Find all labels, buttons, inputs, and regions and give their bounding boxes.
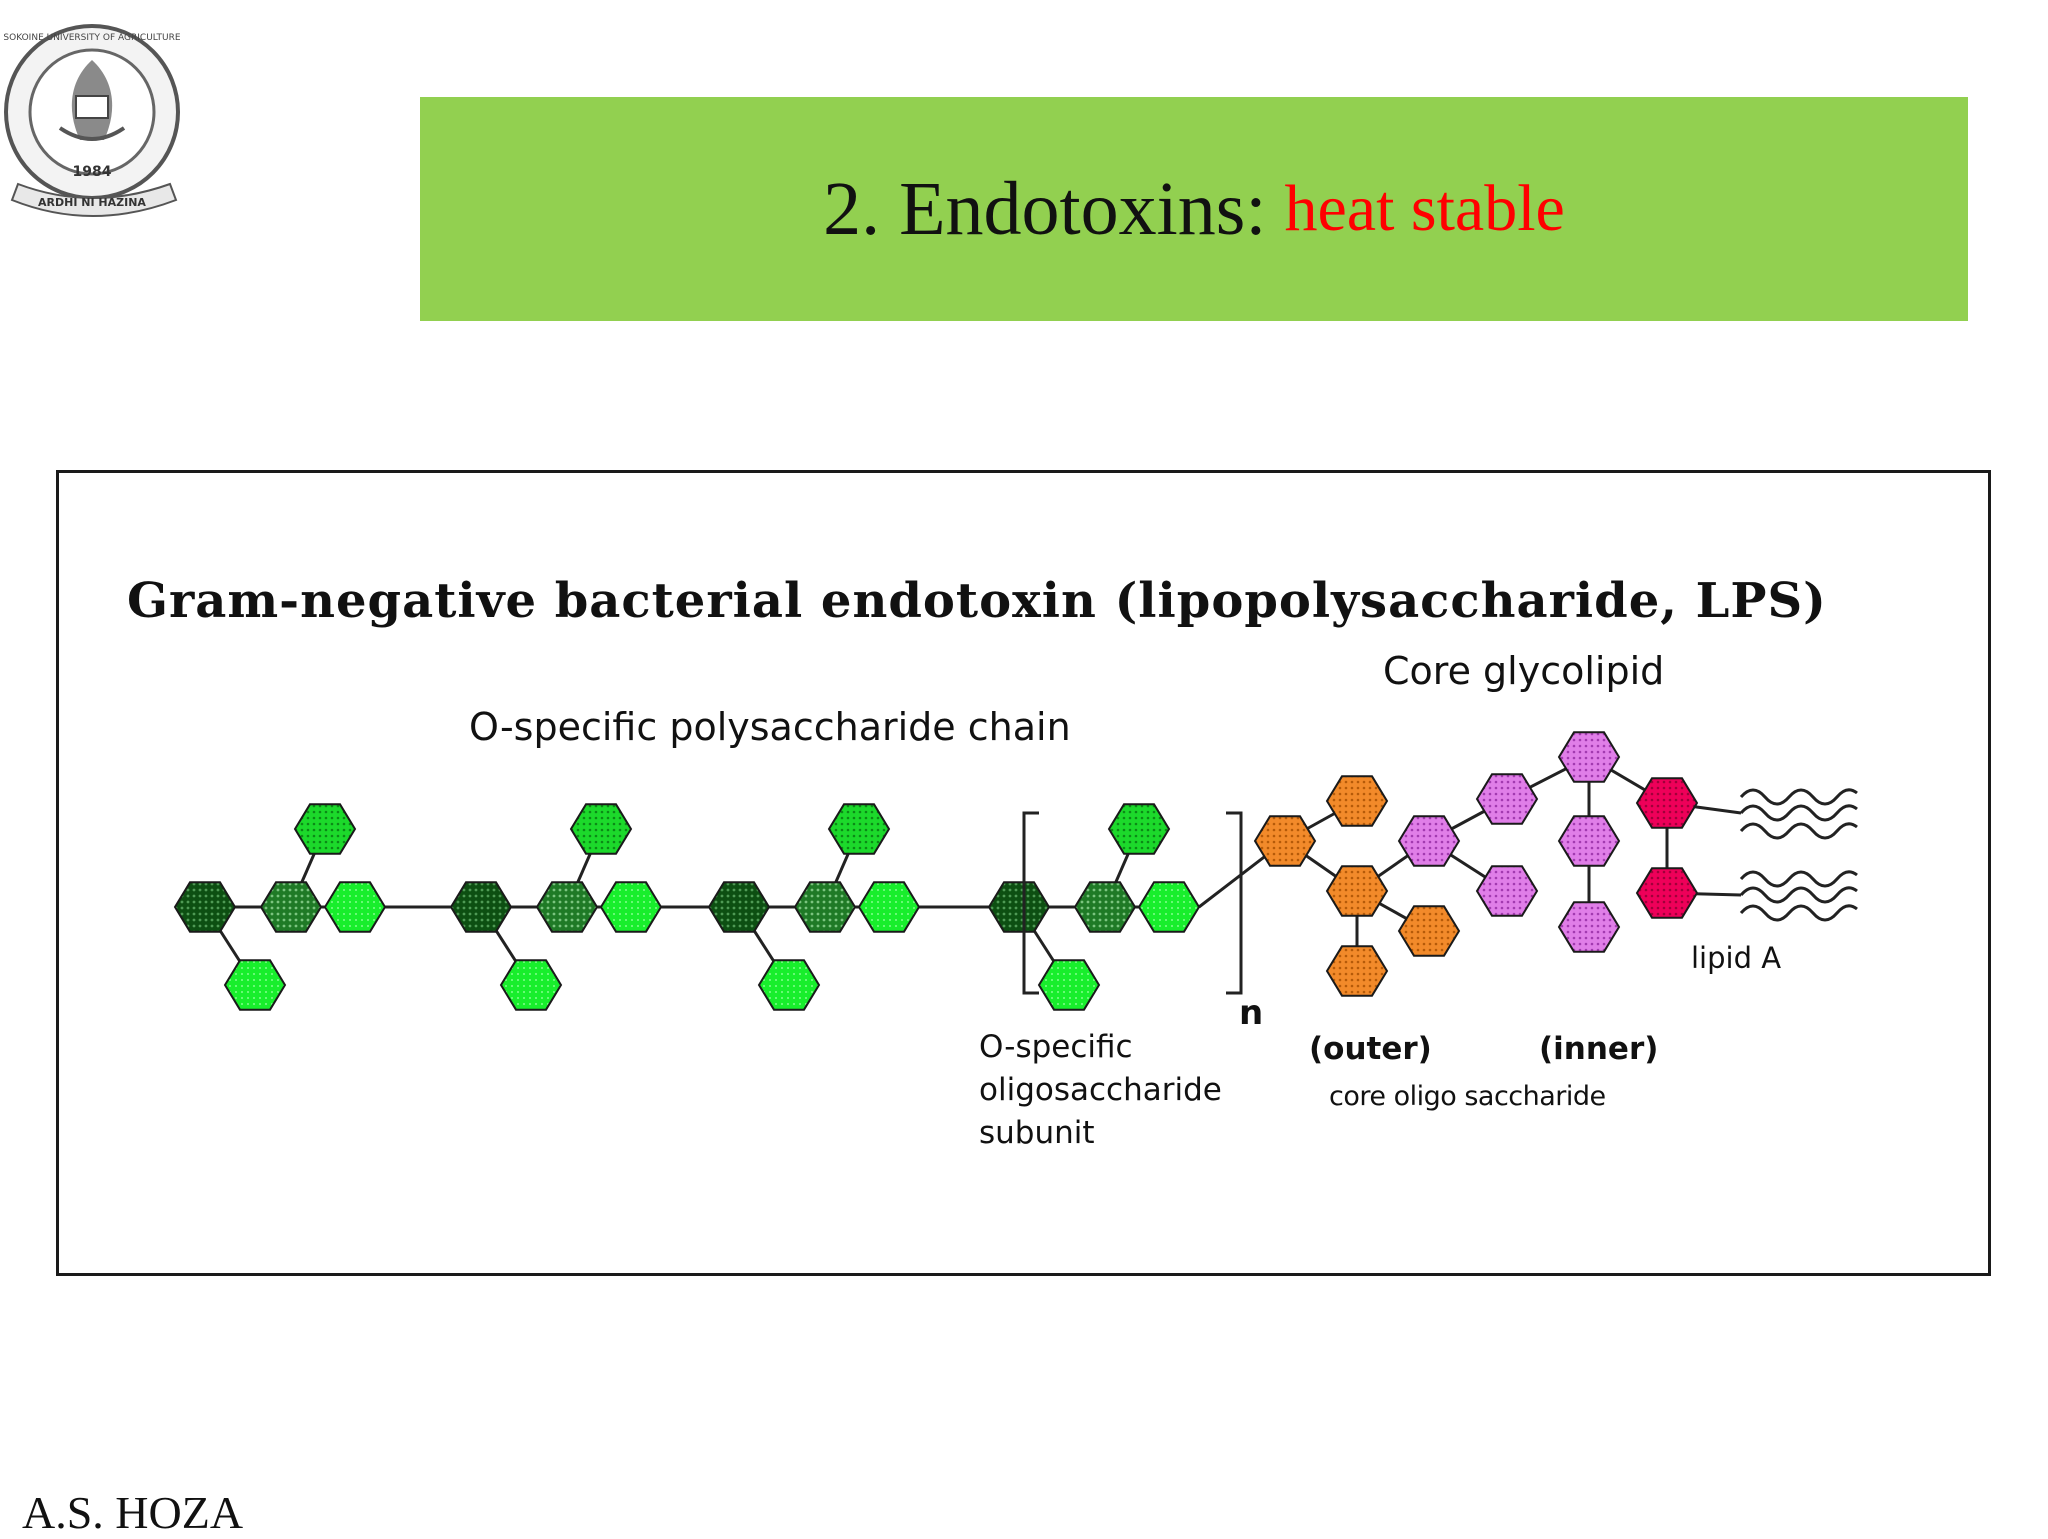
- hexagon-core-inner-icon: [1557, 815, 1621, 867]
- repeat-bracket: [1022, 811, 1243, 995]
- hexagon-core-inner-icon: [1475, 773, 1539, 825]
- hexagon-core-outer-icon: [1253, 815, 1317, 867]
- core-oligosaccharide-label: core oligo saccharide: [1329, 1081, 1606, 1112]
- hexagon-sugar-bright-icon: [323, 881, 387, 933]
- o-chain-label: O-specific polysaccharide chain: [469, 705, 1071, 749]
- university-logo: 1984 ARDHI NI HAZINA SOKOINE UNIVERSITY …: [0, 0, 190, 230]
- hexagon-sugar-bright-icon: [857, 881, 921, 933]
- hexagon-sugar-light-icon: [827, 803, 891, 855]
- hexagon-lipid-a-icon: [1635, 867, 1699, 919]
- core-glycolipid-label: Core glycolipid: [1383, 649, 1665, 693]
- subunit-label-line3: subunit: [979, 1115, 1095, 1151]
- hexagon-core-inner-icon: [1557, 901, 1621, 953]
- lipid-a-label: lipid A: [1691, 941, 1782, 975]
- hexagon-core-inner-icon: [1397, 815, 1461, 867]
- hexagon-sugar-dark-icon: [449, 881, 513, 933]
- lps-figure: Gram-negative bacterial endotoxin (lipop…: [56, 470, 1991, 1276]
- hexagon-core-outer-icon: [1325, 865, 1389, 917]
- hexagon-sugar-bright-icon: [1137, 881, 1201, 933]
- logo-arc-text: SOKOINE UNIVERSITY OF AGRICULTURE: [3, 33, 181, 43]
- title-bar: 2. Endotoxins: heat stable: [420, 97, 1968, 321]
- fatty-acid-chains: [1739, 788, 1858, 922]
- hexagon-sugar-light-icon: [1107, 803, 1171, 855]
- hexagon-sugar-bright-icon: [1037, 959, 1101, 1011]
- hexagon-lipid-a-icon: [1635, 777, 1699, 829]
- sugar-units: [173, 731, 1699, 1011]
- repeat-n-label: n: [1239, 993, 1264, 1033]
- hexagon-sugar-mid-icon: [1073, 881, 1137, 933]
- hexagon-sugar-bright-icon: [223, 959, 287, 1011]
- slide-title: 2. Endotoxins:: [823, 166, 1267, 251]
- hexagon-sugar-light-icon: [293, 803, 357, 855]
- hexagon-core-outer-icon: [1325, 775, 1389, 827]
- logo-year: 1984: [73, 164, 112, 180]
- hexagon-core-inner-icon: [1475, 865, 1539, 917]
- figure-heading: Gram-negative bacterial endotoxin (lipop…: [127, 573, 1827, 629]
- hexagon-sugar-bright-icon: [599, 881, 663, 933]
- subunit-label-line2: oligosaccharide: [979, 1072, 1222, 1108]
- hexagon-core-inner-icon: [1557, 731, 1621, 783]
- hexagon-core-outer-icon: [1325, 945, 1389, 997]
- slide-title-accent: heat stable: [1284, 172, 1565, 245]
- hexagon-core-outer-icon: [1397, 905, 1461, 957]
- hexagon-sugar-dark-icon: [173, 881, 237, 933]
- hexagon-sugar-dark-icon: [987, 881, 1051, 933]
- logo-motto: ARDHI NI HAZINA: [38, 196, 146, 209]
- author-credit: A.S. HOZA: [22, 1487, 244, 1538]
- inner-label: (inner): [1539, 1031, 1659, 1067]
- outer-label: (outer): [1309, 1031, 1432, 1067]
- hexagon-sugar-bright-icon: [499, 959, 563, 1011]
- hexagon-sugar-dark-icon: [707, 881, 771, 933]
- hexagon-sugar-mid-icon: [259, 881, 323, 933]
- subunit-label-line1: O-specific: [979, 1029, 1133, 1065]
- hexagon-sugar-mid-icon: [793, 881, 857, 933]
- hexagon-sugar-bright-icon: [757, 959, 821, 1011]
- hexagon-sugar-light-icon: [569, 803, 633, 855]
- hexagon-sugar-mid-icon: [535, 881, 599, 933]
